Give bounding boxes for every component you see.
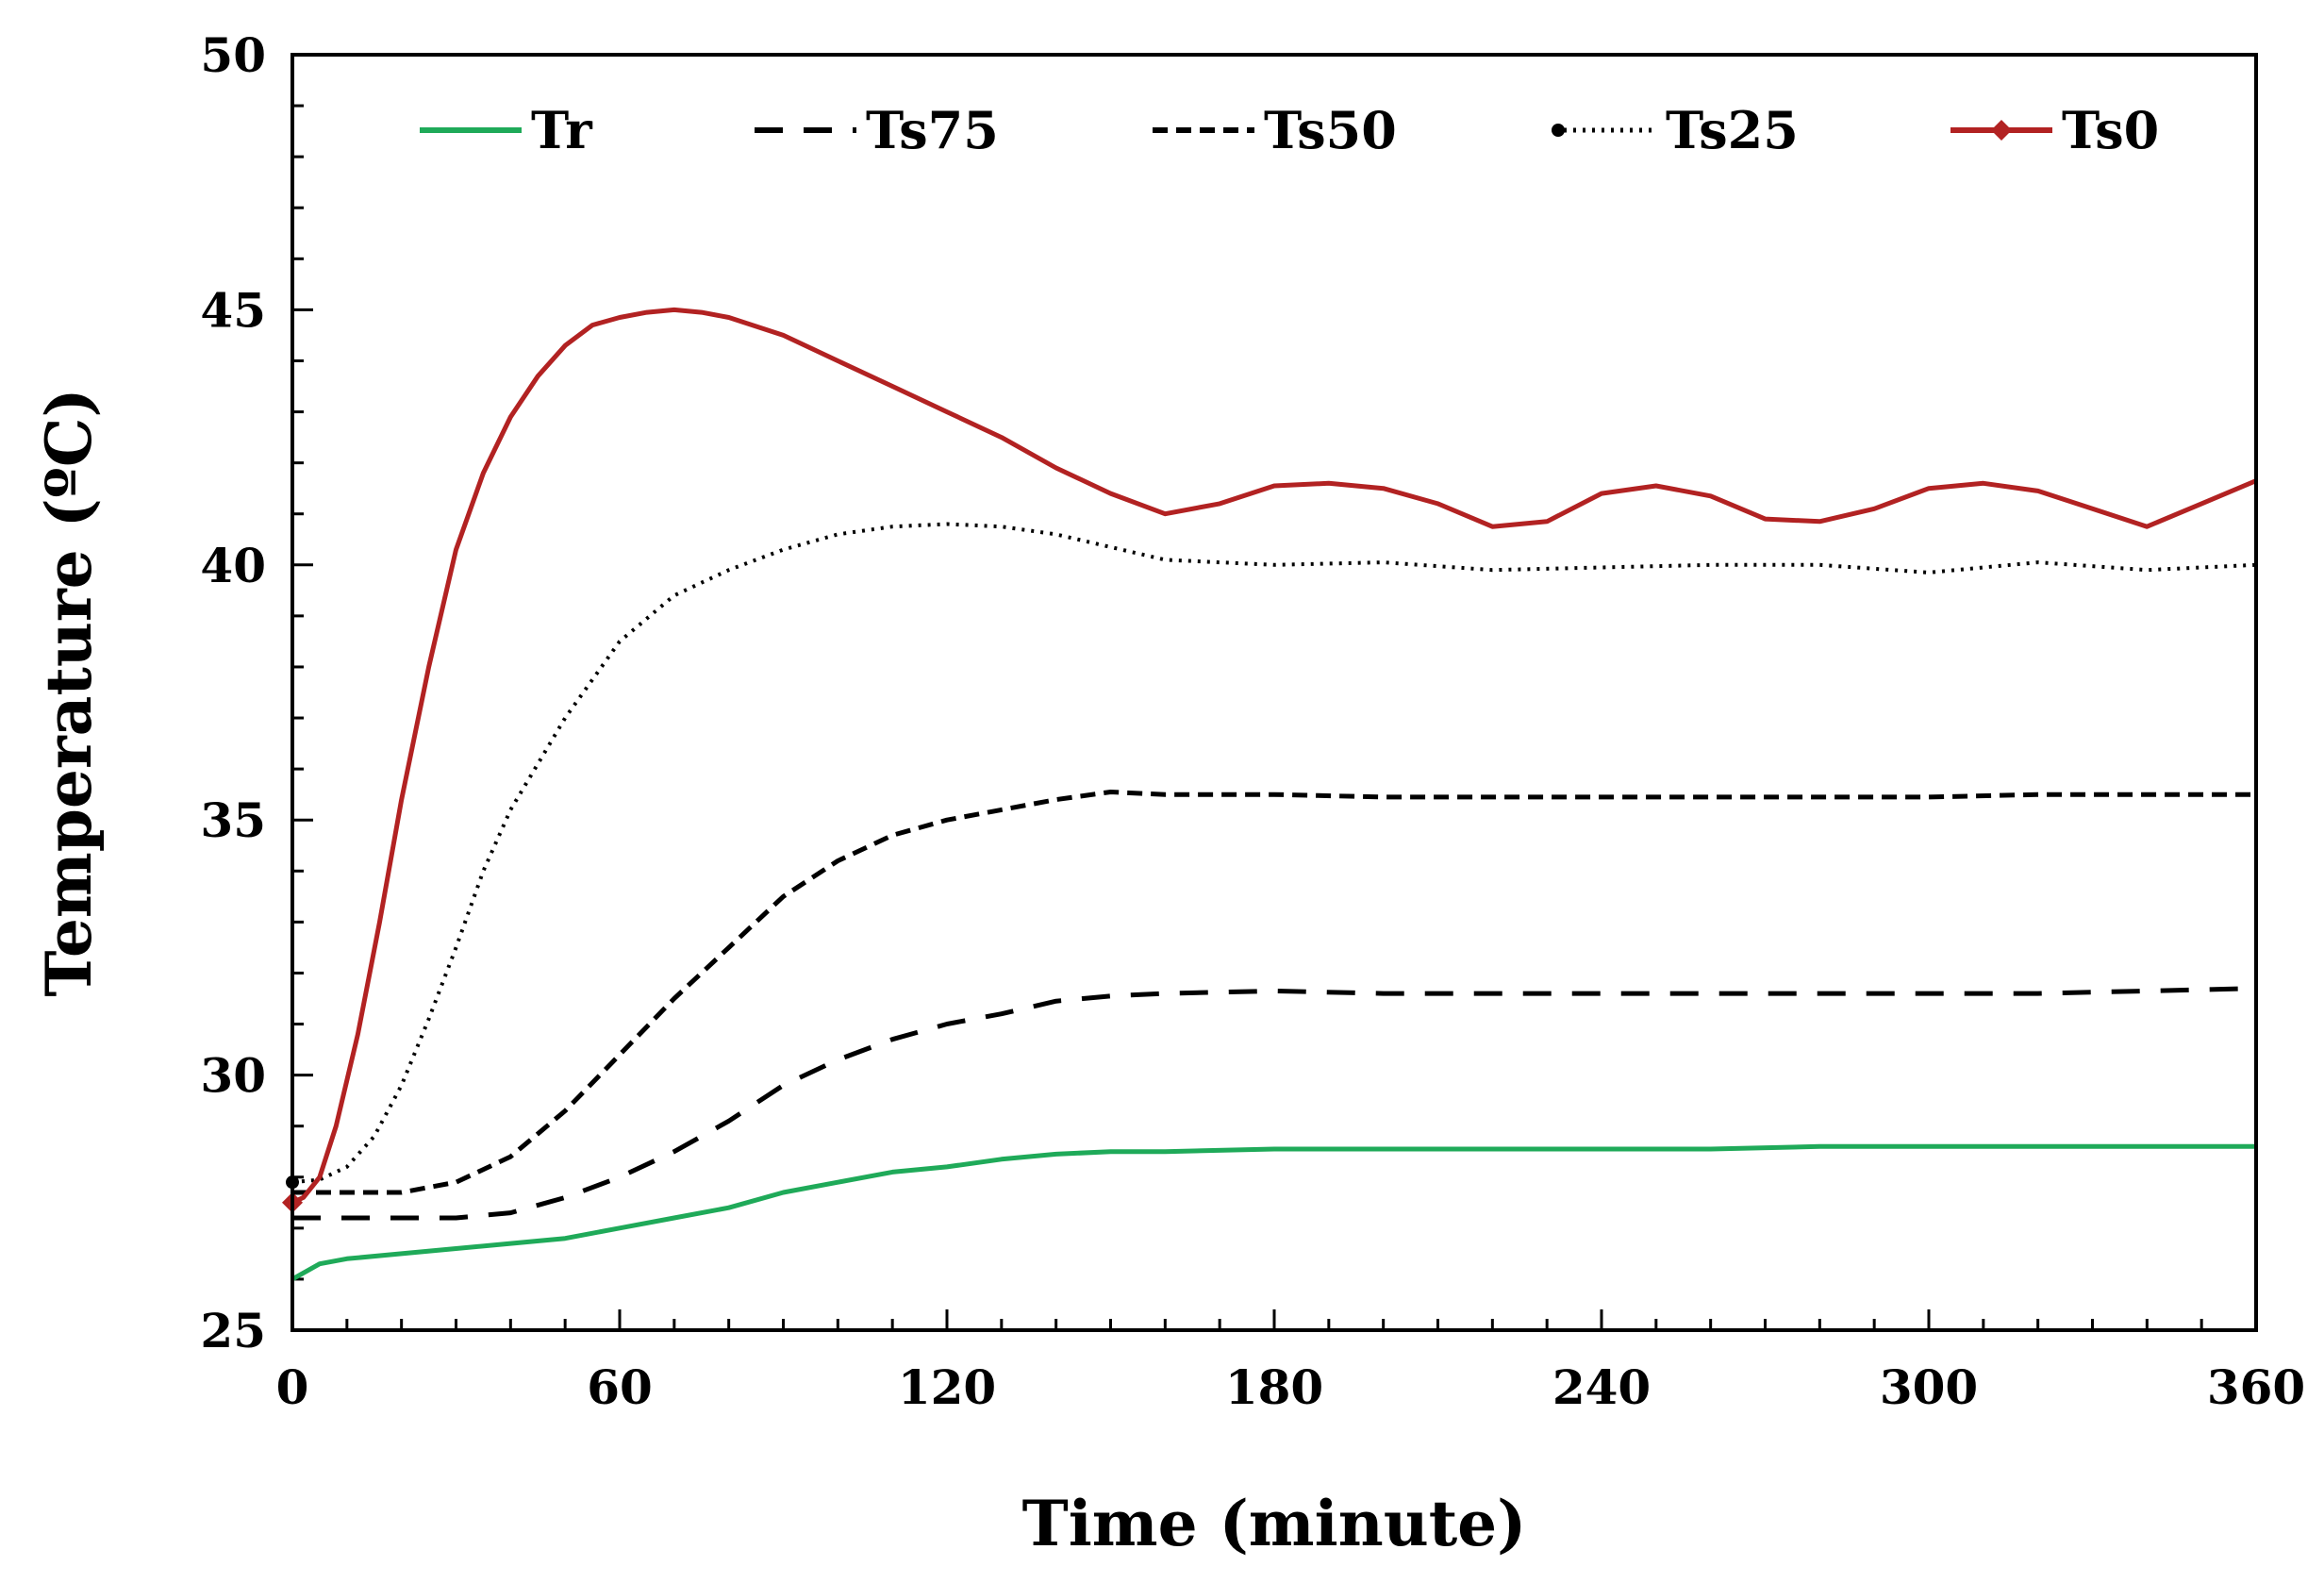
series-line-ts25 — [291, 522, 2257, 1185]
x-tick-label: 360 — [2207, 1359, 2305, 1415]
series-line-tr — [290, 1143, 2256, 1282]
x-tick-label: 180 — [1225, 1359, 1323, 1415]
legend-label-tr: Tr — [531, 100, 592, 160]
y-axis-title: Temperature (ºC) — [32, 388, 106, 996]
series-line-ts50 — [292, 790, 2256, 1195]
x-tick-label: 60 — [587, 1359, 653, 1415]
x-tick-label: 300 — [1880, 1359, 1978, 1415]
plot-frame — [290, 53, 2258, 1332]
y-tick-label: 40 — [200, 538, 266, 593]
legend-label-ts0: Ts0 — [2062, 100, 2159, 160]
y-tick-label: 35 — [200, 792, 266, 848]
legend: Tr Ts75 Ts50 Ts25 Ts0 — [420, 100, 2159, 160]
legend-label-ts50: Ts50 — [1264, 100, 1397, 160]
series-line-ts0 — [290, 307, 2257, 1206]
y-tick-label: 30 — [200, 1048, 266, 1104]
y-tick-label: 50 — [200, 27, 266, 83]
y-tick-label: 45 — [200, 282, 266, 338]
legend-label-ts25: Ts25 — [1666, 100, 1799, 160]
x-tick-label: 240 — [1552, 1359, 1651, 1415]
series-layer — [282, 307, 2257, 1282]
x-tick-label: 120 — [898, 1359, 996, 1415]
y-tick-label: 25 — [200, 1303, 266, 1358]
tick-labels: 25 30 35 40 45 50 0 60 120 180 240 300 360 — [200, 27, 2305, 1415]
legend-marker-ts0 — [1991, 120, 2012, 141]
legend-marker-ts25 — [1552, 124, 1565, 137]
x-tick-label: 0 — [276, 1359, 309, 1415]
x-axis-title: Time (minute) — [1022, 1487, 1527, 1560]
legend-label-ts75: Ts75 — [866, 100, 999, 160]
